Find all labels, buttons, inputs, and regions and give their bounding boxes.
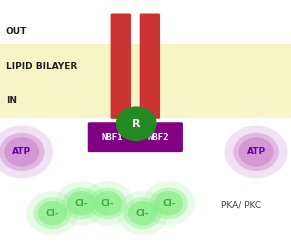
FancyBboxPatch shape	[88, 122, 136, 152]
Text: Cl-: Cl-	[136, 209, 149, 218]
Text: OUT: OUT	[6, 27, 27, 36]
Circle shape	[38, 201, 67, 225]
Text: ATP: ATP	[246, 147, 266, 156]
Circle shape	[4, 137, 39, 167]
Text: Cl-: Cl-	[101, 199, 114, 208]
Circle shape	[26, 191, 79, 235]
FancyBboxPatch shape	[134, 122, 183, 152]
Circle shape	[67, 191, 96, 216]
Circle shape	[63, 187, 100, 219]
Text: R: R	[132, 119, 141, 129]
Circle shape	[128, 201, 157, 225]
Circle shape	[33, 197, 71, 229]
Circle shape	[81, 181, 134, 225]
Bar	[0, 44, 291, 118]
FancyBboxPatch shape	[111, 13, 131, 119]
Text: PKA/ PKC: PKA/ PKC	[221, 200, 261, 209]
Text: Cl-: Cl-	[75, 199, 88, 208]
Circle shape	[124, 197, 162, 229]
Circle shape	[116, 107, 156, 140]
Circle shape	[0, 125, 53, 178]
Text: NBF2: NBF2	[148, 133, 169, 142]
FancyBboxPatch shape	[140, 13, 160, 119]
Circle shape	[93, 191, 122, 216]
Circle shape	[154, 191, 183, 216]
Circle shape	[0, 133, 45, 171]
Text: ATP: ATP	[12, 147, 31, 156]
Circle shape	[89, 187, 127, 219]
Circle shape	[233, 133, 279, 171]
Text: Cl-: Cl-	[162, 199, 175, 208]
Circle shape	[116, 191, 169, 235]
Circle shape	[225, 125, 288, 178]
Circle shape	[55, 181, 108, 225]
Text: IN: IN	[6, 96, 17, 105]
Text: LIPID BILAYER: LIPID BILAYER	[6, 62, 77, 71]
Circle shape	[143, 181, 195, 225]
Circle shape	[150, 187, 188, 219]
Text: Cl-: Cl-	[46, 209, 59, 218]
Circle shape	[239, 137, 274, 167]
Text: NBF1: NBF1	[101, 133, 123, 142]
